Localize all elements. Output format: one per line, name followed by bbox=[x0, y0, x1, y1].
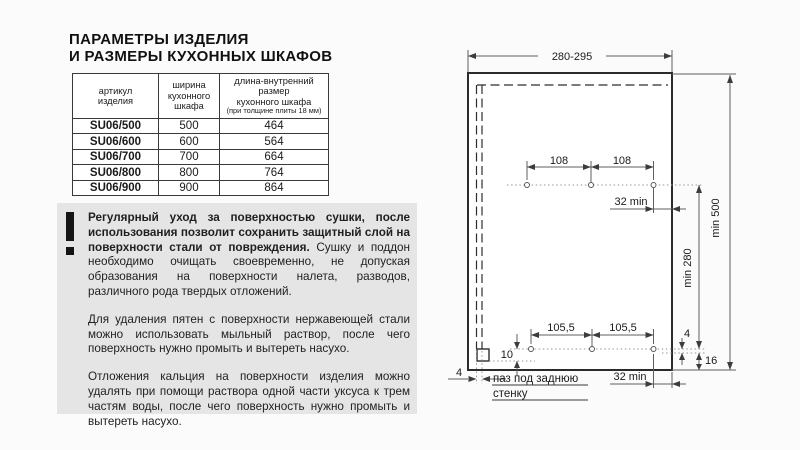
cell-article: SU06/500 bbox=[72, 117, 159, 135]
dim-top-spacing-left: 108 bbox=[550, 155, 568, 167]
groove-label-line2: стенку bbox=[493, 388, 528, 400]
dim-width-range: 280-295 bbox=[467, 50, 673, 72]
care-paragraph-1: Регулярный уход за поверхностью сушки, п… bbox=[88, 211, 411, 298]
page-title-line2: И РАЗМЕРЫ КУХОННЫХ ШКАФОВ bbox=[69, 48, 333, 65]
dim-rows-distance: min 280 bbox=[682, 185, 702, 349]
cell-width: 700 bbox=[158, 148, 220, 166]
dim-bottom-offset-label: 16 bbox=[705, 355, 717, 367]
care-paragraph-2: Для удаления пятен с поверхности нержаве… bbox=[88, 312, 410, 356]
dim-square-offset-label: 10 bbox=[501, 349, 513, 361]
table-row: SU06/700 700 664 bbox=[72, 148, 329, 166]
header-length: длина-внутренний размер кухонного шкафа … bbox=[219, 73, 329, 119]
dim-groove-width: 4 bbox=[448, 351, 506, 384]
cabinet-size-table: артикул изделия ширина кухонного шкафа д… bbox=[72, 73, 329, 197]
table-row: SU06/500 500 464 bbox=[72, 117, 329, 135]
cell-width: 800 bbox=[158, 164, 220, 181]
dim-top-spacing-right: 108 bbox=[613, 155, 631, 167]
header-width: ширина кухонного шкафа bbox=[158, 73, 220, 119]
cell-article: SU06/800 bbox=[72, 164, 159, 181]
dim-edge-offset-top: 32 min bbox=[610, 188, 686, 213]
upper-hole-row: 108 108 bbox=[507, 155, 703, 188]
cell-article: SU06/700 bbox=[72, 148, 159, 166]
groove-label-line1: паз под заднюю bbox=[493, 373, 579, 385]
cell-length: 664 bbox=[219, 148, 329, 166]
bottom-fitting-square bbox=[476, 348, 490, 362]
cell-length: 564 bbox=[219, 133, 329, 150]
cell-article: SU06/900 bbox=[72, 179, 159, 197]
dim-groove-width-label: 4 bbox=[456, 367, 462, 379]
dim-bottom-spacing-left: 105,5 bbox=[547, 322, 575, 334]
groove-label: паз под заднюю стенку bbox=[492, 373, 588, 401]
header-article: артикул изделия bbox=[72, 73, 159, 119]
dim-width-range-label: 280-295 bbox=[552, 51, 592, 63]
page-title: ПАРАМЕТРЫ ИЗДЕЛИЯ И РАЗМЕРЫ КУХОННЫХ ШКА… bbox=[69, 31, 332, 65]
dim-hole-line-offset: 4 bbox=[679, 328, 690, 365]
table-header-row: артикул изделия ширина кухонного шкафа д… bbox=[72, 73, 329, 119]
care-paragraph-3: Отложения кальция на поверхности изделия… bbox=[88, 370, 410, 428]
care-note-panel: Регулярный уход за поверхностью сушки, п… bbox=[57, 203, 417, 428]
dim-bottom-spacing-right: 105,5 bbox=[609, 322, 637, 334]
dim-edge-offset-bottom: 32 min bbox=[610, 354, 686, 388]
table-row: SU06/600 600 564 bbox=[72, 133, 329, 150]
lower-hole-row: 105,5 105,5 bbox=[510, 322, 706, 354]
dim-height-min: min 500 bbox=[672, 73, 736, 371]
care-text: Регулярный уход за поверхностью сушки, п… bbox=[88, 211, 410, 429]
dim-height-min-label: min 500 bbox=[710, 198, 722, 237]
dim-edge-offset-top-label: 32 min bbox=[614, 196, 647, 208]
cell-article: SU06/600 bbox=[72, 133, 159, 150]
table-row: SU06/900 900 864 bbox=[72, 179, 329, 197]
cabinet-outline bbox=[467, 72, 673, 371]
cell-length: 864 bbox=[219, 179, 329, 197]
exclamation-icon bbox=[65, 212, 75, 256]
table-row: SU06/800 800 764 bbox=[72, 164, 329, 181]
cell-width: 600 bbox=[158, 133, 220, 150]
dim-edge-offset-bottom-label: 32 min bbox=[613, 371, 646, 383]
cell-length: 464 bbox=[219, 117, 329, 135]
cell-width: 500 bbox=[158, 117, 220, 135]
page-title-line1: ПАРАМЕТРЫ ИЗДЕЛИЯ bbox=[69, 31, 249, 48]
dim-rows-distance-label: min 280 bbox=[682, 248, 694, 287]
dim-hole-line-offset-label: 4 bbox=[684, 328, 690, 340]
dim-bottom-offset: 16 bbox=[696, 353, 717, 370]
cell-length: 764 bbox=[219, 164, 329, 181]
cabinet-drawing: 280-295 108 108 32 min bbox=[448, 50, 736, 401]
cell-width: 900 bbox=[158, 179, 220, 197]
dim-square-offset: 10 bbox=[489, 334, 535, 376]
